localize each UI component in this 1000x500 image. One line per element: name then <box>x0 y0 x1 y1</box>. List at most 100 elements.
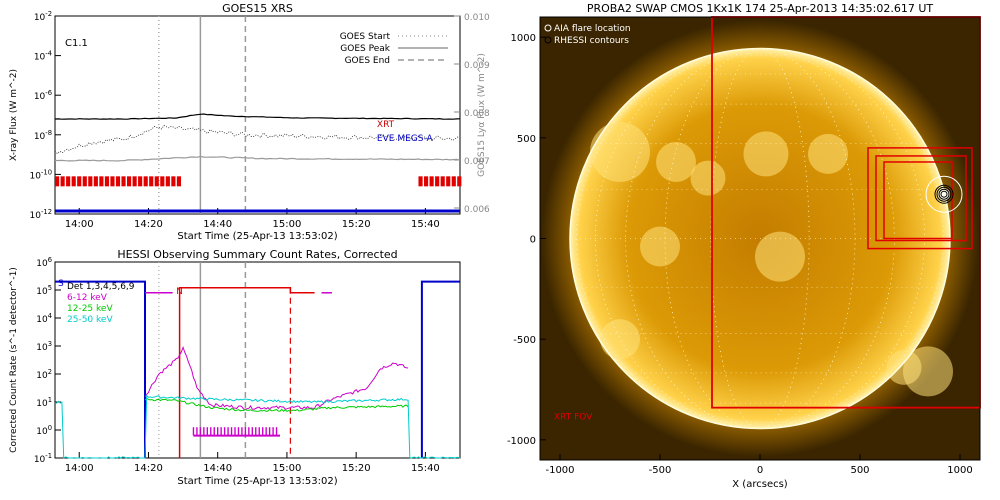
swap-y-tick-label: 1000 <box>511 33 536 44</box>
swap-active-region <box>690 160 726 196</box>
swap-active-region <box>590 121 650 182</box>
swap-active-region <box>755 231 805 282</box>
goes-y-tick-label: 10-2 <box>34 10 52 23</box>
swap-y-tick-label: 0 <box>530 235 536 246</box>
goes-legend-label: GOES Peak <box>340 44 390 54</box>
hessi-panel: HESSI Observing Summary Count Rates, Cor… <box>9 248 461 487</box>
goes-xrt-block <box>154 176 159 187</box>
goes-y2-tick-label: 0.008 <box>464 109 490 119</box>
swap-x-tick-label: 500 <box>850 465 869 476</box>
swap-fov-box-1 <box>875 155 967 242</box>
goes-xrt-block <box>115 176 121 187</box>
goes-eve-label: EVE MEGS-A <box>377 134 434 144</box>
swap-x-tick-label: -500 <box>649 465 672 476</box>
swap-rhessi-contour <box>938 188 950 200</box>
hessi-x-tick-label: 14:40 <box>203 463 232 474</box>
goes-y-tick-label: 10-12 <box>30 208 52 221</box>
goes-y-tick-label: 10-10 <box>30 168 52 181</box>
hessi-y-tick-label: 103 <box>36 340 52 353</box>
swap-active-region <box>743 131 789 177</box>
swap-x-tick-label: 1000 <box>947 465 972 476</box>
goes-lya-line <box>54 124 460 155</box>
goes-xrt-block <box>88 176 93 187</box>
goes-xrt-block <box>127 176 132 187</box>
goes-legend-label: GOES Start <box>340 32 391 42</box>
goes-plot-frame <box>54 15 461 215</box>
goes-x-tick-label: 15:20 <box>342 219 371 230</box>
swap-active-region <box>808 133 848 174</box>
hessi-legend-1: 6-12 keV <box>67 293 108 303</box>
swap-active-region <box>600 319 640 360</box>
goes-flare-class: C1.1 <box>65 38 88 49</box>
hessi-x-tick-label: 15:00 <box>273 463 302 474</box>
goes-y2-tick-label: 0.009 <box>464 61 490 71</box>
hessi-x-tick-label: 14:20 <box>134 463 163 474</box>
goes-xrt-block <box>171 176 176 187</box>
swap-rhessi-contour <box>934 184 954 204</box>
goes-xrt-block <box>143 176 148 187</box>
goes-xrt-block <box>424 176 429 187</box>
swap-fov-box-2 <box>883 161 953 240</box>
swap-xrt-fov-label: XRT FOV <box>554 413 593 423</box>
goes-y2-tick-label: 0.007 <box>464 157 490 167</box>
swap-legend-marker <box>544 36 552 44</box>
goes-xrt-block <box>138 176 143 187</box>
hessi-y-tick-label: 104 <box>36 312 52 325</box>
goes-xrt-block <box>99 176 104 187</box>
swap-legend-0: AIA flare location <box>554 24 631 34</box>
goes-xrt-block <box>429 176 434 187</box>
hessi-flag-N: N <box>176 287 183 297</box>
hessi-series-0-line <box>144 345 409 410</box>
swap-y-tick-label: 500 <box>517 134 536 145</box>
goes-x-tick-label: 14:20 <box>134 219 163 230</box>
goes-xrt-block <box>440 176 445 187</box>
swap-active-region <box>886 349 922 385</box>
goes-y2-tick-label: 0.006 <box>464 205 490 215</box>
goes-xrt-block <box>160 176 165 187</box>
swap-title: PROBA2 SWAP CMOS 1Kx1K 174 25-Apr-2013 1… <box>587 2 934 15</box>
swap-y-tick-label: -1000 <box>507 436 536 447</box>
goes-xrt-block <box>165 176 170 187</box>
goes-xrt-block <box>110 176 115 187</box>
hessi-x-tick-label: 14:00 <box>65 463 94 474</box>
goes-y-tick-label: 10-4 <box>34 50 52 63</box>
goes-y2-tick-label: 0.010 <box>464 13 490 23</box>
goes-y2-label: GOES15 Lyα Flux (W m^-2) <box>477 53 487 177</box>
goes-xrt-block <box>132 176 137 187</box>
goes-xrt-block <box>457 176 462 187</box>
goes-xrt-block <box>451 176 456 187</box>
goes-x-tick-label: 14:40 <box>203 219 232 230</box>
hessi-y-tick-label: 105 <box>36 284 52 297</box>
hessi-legend-3: 25-50 keV <box>67 315 113 325</box>
goes-x-tick-label: 14:00 <box>65 219 94 230</box>
hessi-blue-state-line-2 <box>420 280 460 458</box>
swap-longitude-line <box>664 48 856 429</box>
swap-active-region <box>656 141 696 182</box>
hessi-legend-2: 12-25 keV <box>67 304 113 314</box>
swap-aia-flare-circle <box>925 175 963 213</box>
goes-xrt-block <box>82 176 87 187</box>
hessi-y-tick-label: 102 <box>36 368 52 381</box>
goes-xrt-block <box>149 176 154 187</box>
hessi-y-tick-label: 100 <box>36 424 52 437</box>
swap-y-tick-label: -500 <box>513 335 536 346</box>
goes-y-label: X-ray Flux (W m^-2) <box>9 69 19 161</box>
goes-y-tick-label: 10-6 <box>34 89 52 102</box>
goes-title: GOES15 XRS <box>222 2 293 15</box>
hessi-legend-0: Det 1,3,4,5,6,9 <box>67 282 135 292</box>
hessi-title: HESSI Observing Summary Count Rates, Cor… <box>117 248 397 261</box>
goes-xrt-block <box>71 176 76 187</box>
goes-legend-label: GOES End <box>345 56 390 66</box>
goes-xrt-block <box>121 176 126 187</box>
goes-x-tick-label: 15:40 <box>411 219 440 230</box>
hessi-series-1-line <box>144 397 409 413</box>
swap-image-panel: PROBA2 SWAP CMOS 1Kx1K 174 25-Apr-2013 1… <box>507 2 981 490</box>
goes-xrt-block <box>93 176 98 187</box>
hessi-x-label: Start Time (25-Apr-13 13:53:02) <box>177 476 337 487</box>
goes-xrt-block <box>66 176 71 187</box>
goes-long-channel-line <box>54 113 461 120</box>
swap-legend-marker <box>544 24 552 32</box>
hessi-y-tick-label: 101 <box>36 396 52 409</box>
hessi-x-tick-label: 15:40 <box>411 463 440 474</box>
